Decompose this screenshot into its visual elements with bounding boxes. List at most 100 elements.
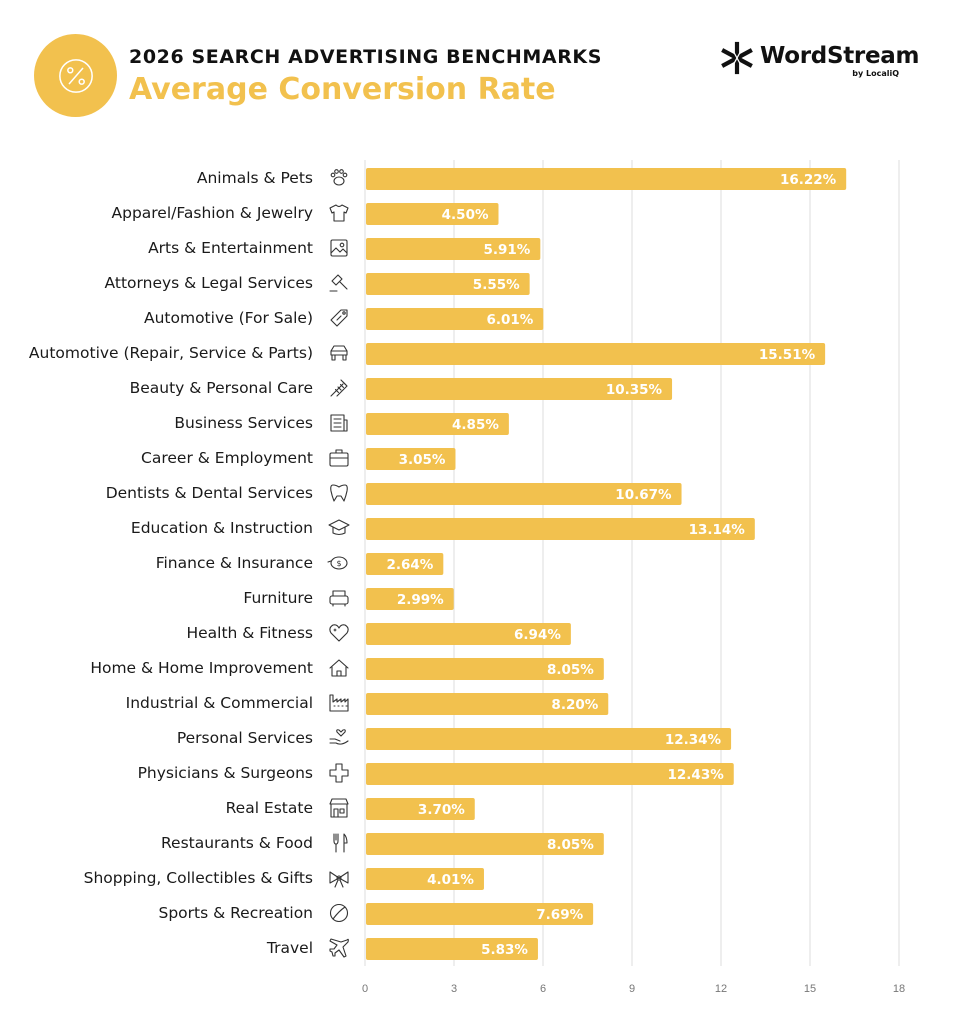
bar-value-label: 8.05% [547, 662, 594, 678]
x-tick-label: 12 [715, 983, 727, 995]
category-label: Animals & Pets [197, 169, 313, 187]
category-label: Career & Employment [141, 449, 313, 467]
category-label: Home & Home Improvement [90, 659, 313, 677]
bar [366, 903, 594, 925]
paw-icon [330, 169, 348, 186]
bar-value-label: 4.85% [452, 417, 499, 433]
bar [366, 518, 755, 540]
bar [366, 168, 847, 190]
bar [366, 763, 734, 785]
factory-icon [329, 694, 349, 712]
gavel-icon [329, 274, 348, 292]
brand-logo: WordStream by LocaliQ [720, 41, 919, 81]
svg-text:$: $ [336, 559, 341, 568]
bar-value-label: 16.22% [780, 172, 837, 188]
bar [366, 238, 541, 260]
category-label: Arts & Entertainment [148, 239, 313, 257]
category-label: Apparel/Fashion & Jewelry [112, 204, 314, 222]
category-label: Attorneys & Legal Services [105, 274, 313, 292]
report-supertitle: 2026 SEARCH ADVERTISING BENCHMARKS [129, 46, 603, 68]
piggy-bank-icon: $ [327, 556, 348, 570]
bar [366, 728, 732, 750]
ball-icon [329, 903, 349, 923]
bar-value-label: 6.01% [486, 312, 533, 328]
medical-cross-icon [329, 763, 349, 783]
category-label: Automotive (For Sale) [144, 309, 313, 327]
category-label: Finance & Insurance [156, 554, 313, 572]
bar [366, 413, 509, 435]
bar [366, 938, 538, 960]
category-label: Travel [266, 939, 313, 957]
bar [366, 343, 826, 365]
fork-knife-icon [333, 833, 348, 853]
price-tag-icon [330, 309, 348, 327]
percent-icon [58, 58, 93, 93]
category-label: Personal Services [177, 729, 313, 747]
bar-value-label: 10.35% [606, 382, 663, 398]
bar-value-label: 5.55% [473, 277, 520, 293]
wordstream-logo-mark [721, 41, 753, 75]
bar-value-label: 13.14% [689, 522, 746, 538]
x-tick-label: 9 [629, 983, 635, 995]
category-label: Restaurants & Food [161, 834, 313, 852]
category-label: Dentists & Dental Services [106, 484, 313, 502]
bar-value-label: 2.99% [397, 592, 444, 608]
bar-value-label: 8.20% [551, 697, 598, 713]
house-icon [329, 659, 349, 677]
airplane-icon [329, 938, 349, 958]
category-label: Real Estate [226, 799, 313, 817]
bar [366, 273, 530, 295]
category-label: Shopping, Collectibles & Gifts [84, 869, 313, 887]
x-tick-label: 18 [893, 983, 905, 995]
bar [366, 588, 454, 610]
category-label: Automotive (Repair, Service & Parts) [29, 344, 313, 362]
graduation-cap-icon [328, 519, 350, 536]
bar [366, 798, 475, 820]
category-label: Furniture [243, 589, 313, 607]
brand-byline: by LocaliQ [852, 69, 899, 78]
bar-value-label: 4.50% [442, 207, 489, 223]
bar [366, 623, 571, 645]
x-tick-label: 0 [362, 983, 368, 995]
bar-value-label: 4.01% [427, 872, 474, 888]
category-label: Sports & Recreation [158, 904, 313, 922]
bar-value-label: 2.64% [386, 557, 433, 573]
category-label: Education & Instruction [131, 519, 313, 537]
bar [366, 378, 673, 400]
heart-icon [329, 624, 349, 642]
bar [366, 483, 682, 505]
category-label: Health & Fitness [186, 624, 313, 642]
hand-heart-icon [329, 729, 349, 745]
bar [366, 693, 609, 715]
category-label: Beauty & Personal Care [130, 379, 313, 397]
chart-title: Average Conversion Rate [129, 72, 556, 107]
percent-badge [34, 34, 117, 117]
x-tick-label: 15 [804, 983, 816, 995]
armchair-icon [329, 590, 349, 607]
newspaper-icon [330, 414, 348, 432]
category-label: Physicians & Surgeons [138, 764, 313, 782]
bar-value-label: 5.83% [481, 942, 528, 958]
bar-value-label: 8.05% [547, 837, 594, 853]
storefront-icon [329, 798, 349, 818]
bar-value-label: 5.91% [483, 242, 530, 258]
bar-value-label: 7.69% [536, 907, 583, 923]
bar [366, 308, 544, 330]
bar-value-label: 12.43% [668, 767, 725, 783]
bar-value-label: 3.70% [418, 802, 465, 818]
shirt-icon [329, 204, 349, 222]
bar [366, 658, 604, 680]
bar-value-label: 6.94% [514, 627, 561, 643]
bar [366, 868, 484, 890]
x-tick-label: 6 [540, 983, 546, 995]
gift-bow-icon [329, 871, 349, 888]
bar [366, 448, 456, 470]
bar-value-label: 3.05% [399, 452, 446, 468]
category-label: Business Services [174, 414, 313, 432]
x-tick-label: 3 [451, 983, 457, 995]
brand-name: WordStream [760, 43, 920, 69]
bar [366, 203, 499, 225]
comb-icon [330, 379, 348, 397]
picture-icon [330, 239, 348, 257]
category-label: Industrial & Commercial [126, 694, 313, 712]
